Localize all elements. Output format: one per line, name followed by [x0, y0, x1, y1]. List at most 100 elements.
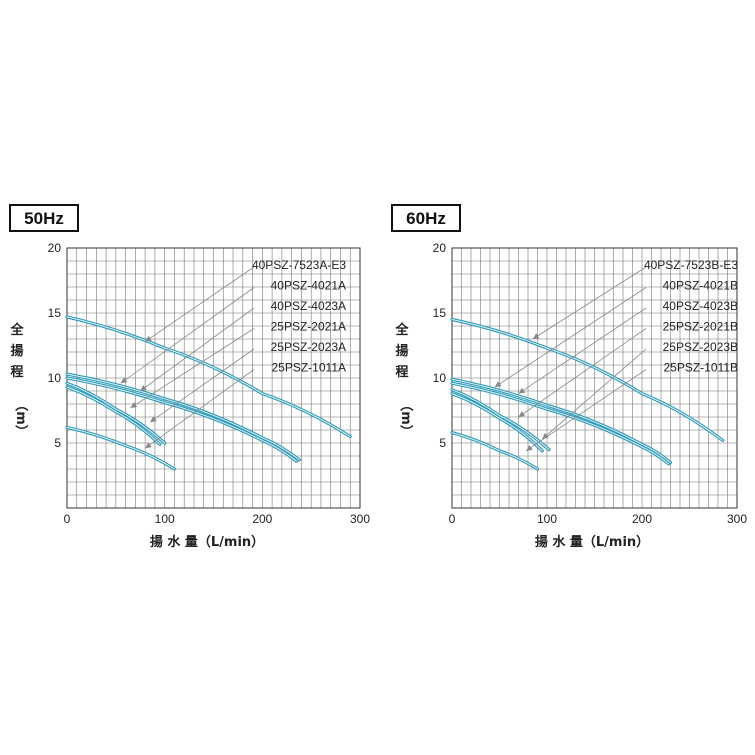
y-axis-title: 全揚程 （m） [394, 322, 414, 438]
series-label: 40PSZ-4023A [271, 299, 346, 313]
series-line-highlight [66, 426, 175, 470]
series-label: 25PSZ-1011A [272, 361, 347, 375]
series-line-highlight [66, 382, 166, 444]
plot-grid [67, 248, 360, 508]
series-label: 40PSZ-7523A-E3 [252, 258, 346, 272]
series-curve [450, 381, 671, 466]
x-axis-title: 揚 水 量（L/min） [150, 534, 264, 550]
y-axis-unit: （m） [398, 398, 414, 438]
label-leader-arrowhead [532, 333, 540, 339]
frequency-badge: 50Hz [9, 204, 79, 232]
label-leader-arrowhead [140, 385, 147, 391]
label-leader-line [518, 307, 647, 394]
label-leader-arrowhead [518, 387, 526, 394]
label-leader-arrowhead [494, 381, 502, 388]
y-tick-label: 15 [48, 306, 62, 320]
label-leader-arrowhead [518, 411, 526, 417]
series-curve [65, 385, 162, 446]
label-leader-arrowhead [150, 416, 157, 423]
series-label: 40PSZ-7523B-E3 [644, 258, 738, 272]
label-leader-arrowhead [145, 442, 152, 449]
y-axis-title-char: 揚 [10, 343, 23, 359]
label-leader-line [532, 266, 647, 340]
badge-frame [391, 204, 461, 232]
badge-frame [9, 204, 79, 232]
x-tick-label: 0 [64, 512, 71, 526]
series-line-highlight [66, 316, 351, 437]
x-tick-label: 200 [632, 512, 652, 526]
label-leader-arrowhead [542, 432, 549, 440]
y-axis-title-char: 程 [10, 365, 23, 380]
series-label: 25PSZ-2021A [271, 320, 346, 334]
y-tick-label: 20 [433, 241, 447, 255]
label-leader-line [140, 307, 255, 392]
series-line [65, 425, 177, 471]
label-leader-arrowhead [145, 335, 152, 342]
y-tick-label: 5 [54, 436, 61, 450]
series-line-highlight [451, 432, 538, 470]
y-tick-label: 20 [48, 241, 62, 255]
series-label: 40PSZ-4021A [271, 279, 346, 293]
badge-label: 60Hz [406, 209, 446, 228]
series-curve [65, 315, 352, 439]
series-line-highlight [451, 382, 670, 465]
series-line-highlight [451, 319, 724, 441]
series-line-highlight [66, 373, 300, 461]
series-line-highlight [66, 377, 298, 462]
x-tick-label: 100 [155, 512, 175, 526]
label-leader-line [130, 328, 255, 409]
y-axis-title-char: 全 [394, 322, 409, 338]
plot-grid [452, 248, 737, 508]
series-line-highlight [451, 393, 543, 452]
x-tick-label: 0 [449, 512, 456, 526]
series-curve [450, 392, 544, 453]
x-tick-label: 300 [727, 512, 747, 526]
label-leader-line [120, 287, 255, 384]
frequency-badge: 60Hz [391, 204, 461, 232]
badge-label: 50Hz [24, 209, 64, 228]
series-line-highlight [66, 386, 161, 445]
series-label: 25PSZ-1011B [664, 361, 739, 375]
x-tick-label: 100 [537, 512, 557, 526]
series-curve [65, 372, 302, 462]
label-leader-line [541, 348, 647, 440]
label-leader-arrowhead [120, 377, 128, 384]
label-leader-arrowhead [526, 444, 533, 451]
y-tick-label: 10 [48, 371, 62, 385]
label-leader-line [144, 369, 255, 449]
series-curve [450, 431, 540, 471]
y-axis-title: 全揚程 （m） [9, 322, 29, 438]
series-line [450, 431, 540, 471]
y-tick-label: 15 [433, 306, 447, 320]
label-leader-line [525, 369, 647, 452]
series-curve [65, 376, 299, 463]
series-label: 40PSZ-4023B [663, 299, 738, 313]
x-tick-label: 200 [252, 512, 272, 526]
y-tick-label: 10 [433, 371, 447, 385]
series-curve [65, 425, 177, 471]
y-axis-title-char: 全 [9, 322, 24, 338]
series-curve [450, 388, 551, 452]
label-leader-line [149, 348, 255, 423]
series-curve [450, 377, 673, 465]
y-axis-title-char: 揚 [395, 343, 408, 359]
series-line-highlight [451, 378, 671, 463]
series-label: 25PSZ-2023A [271, 340, 346, 354]
label-leader-arrowhead [130, 402, 138, 408]
label-leader-line [518, 328, 647, 418]
y-axis-unit: （m） [13, 398, 29, 438]
x-axis-title: 揚 水 量（L/min） [535, 534, 649, 550]
x-tick-label: 300 [350, 512, 370, 526]
y-tick-label: 5 [439, 436, 446, 450]
series-curve [450, 317, 725, 442]
series-label: 25PSZ-2021B [663, 320, 738, 334]
chart-60hz: 60Hz 0 100 200 300 5 10 15 20 全揚程 （m） 揚 水 量（L/min） 4… [391, 204, 747, 550]
label-leader-line [144, 266, 255, 342]
series-curve [65, 381, 167, 445]
series-line-highlight [451, 389, 550, 450]
series-label: 40PSZ-4021B [663, 279, 738, 293]
chart-50hz: 50Hz 0 100 200 300 5 10 15 20 全揚程 （m） 揚 水 量（L/min） 4… [9, 204, 370, 550]
label-leader-line [494, 287, 647, 388]
y-axis-title-char: 程 [395, 365, 408, 380]
